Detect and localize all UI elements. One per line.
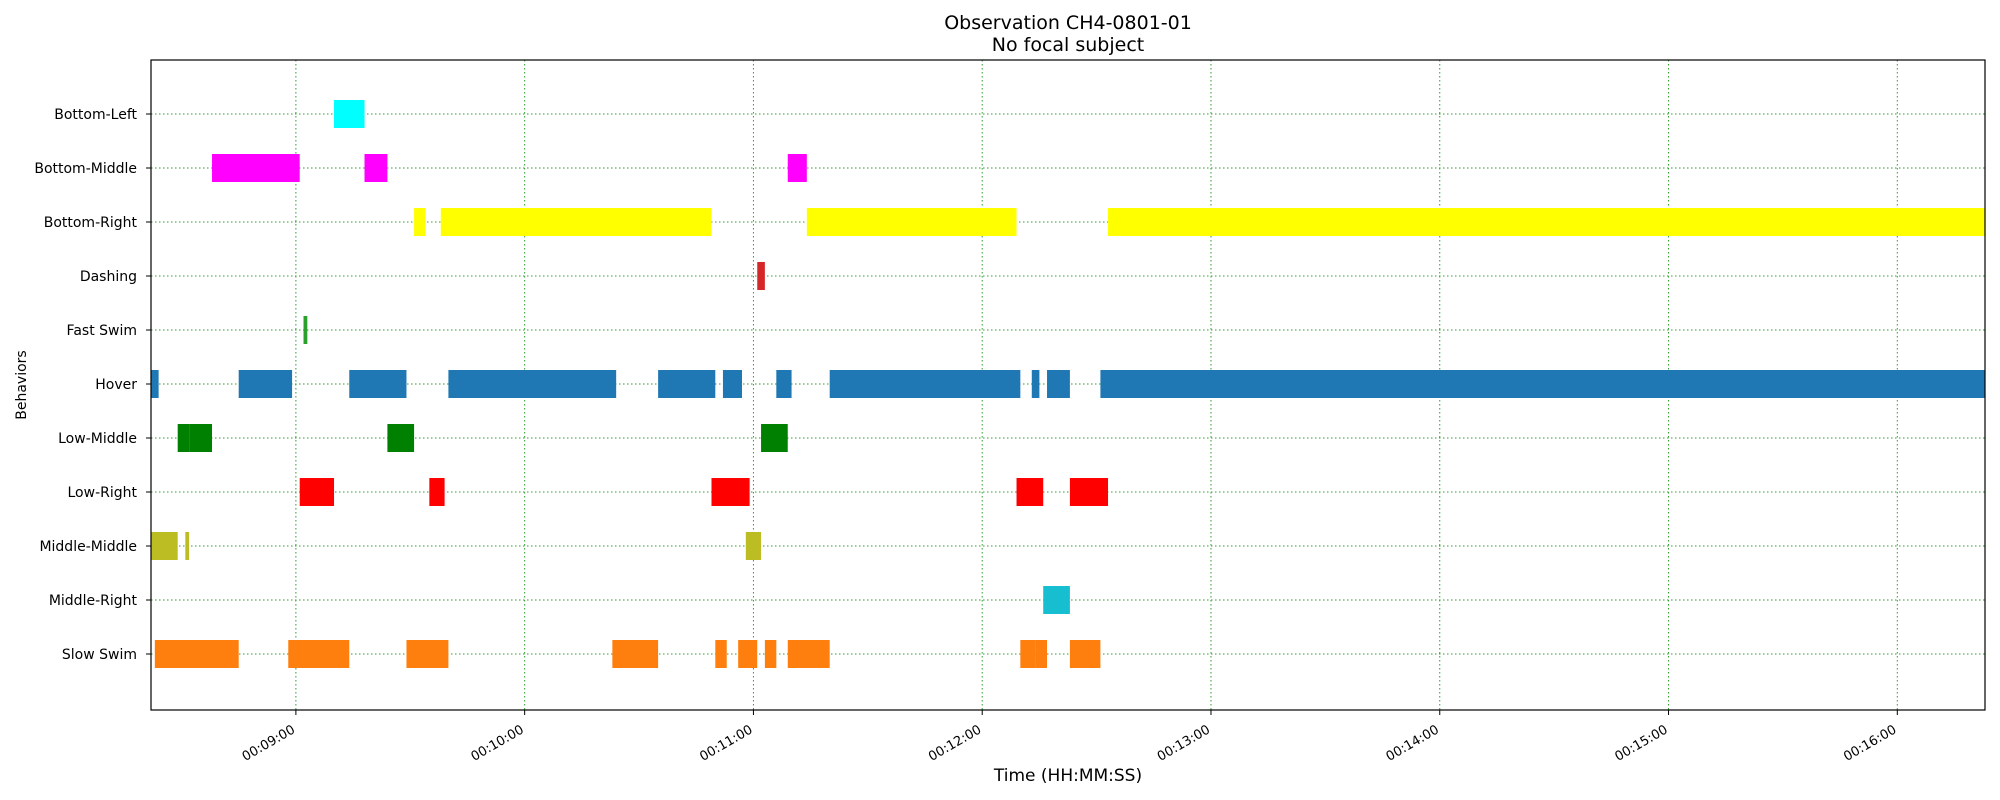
behavior-bar-slow-swim xyxy=(406,640,449,668)
y-tick-label: Bottom-Left xyxy=(54,107,137,123)
x-tick-label: 00:10:00 xyxy=(469,722,527,764)
behavior-bar-slow-swim xyxy=(303,640,350,668)
behavior-bar-slow-swim xyxy=(715,640,727,668)
behavior-bar-middle-middle xyxy=(185,532,190,560)
behavior-bar-hover xyxy=(151,370,159,398)
x-tick-label: 00:11:00 xyxy=(697,722,755,764)
x-tick-label: 00:09:00 xyxy=(240,722,298,764)
behavior-bar-bottom-left xyxy=(334,100,365,128)
x-tick-label: 00:13:00 xyxy=(1155,722,1213,764)
behavior-bar-slow-swim xyxy=(612,640,659,668)
y-tick-label: Low-Middle xyxy=(58,431,137,447)
chart-subtitle: No focal subject xyxy=(992,34,1144,56)
behavior-bar-hover xyxy=(448,370,617,398)
plot-area-frame xyxy=(150,59,1986,711)
behavior-bar-hover xyxy=(658,370,716,398)
behavior-bar-slow-swim xyxy=(288,640,304,668)
behavior-bar-low-middle xyxy=(761,424,788,452)
behavior-bar-low-middle xyxy=(387,424,415,452)
behavior-bar-bottom-right xyxy=(440,208,712,236)
behavior-bar-slow-swim xyxy=(1020,640,1036,668)
behavior-bar-hover xyxy=(829,370,1021,398)
y-tick-label: Fast Swim xyxy=(67,323,137,339)
behavior-bar-low-middle xyxy=(177,424,190,452)
behavior-bar-middle-middle xyxy=(745,532,762,560)
y-tick-label: Middle-Middle xyxy=(39,539,137,555)
y-tick-label: Dashing xyxy=(80,269,137,285)
y-tick-label: Bottom-Middle xyxy=(34,161,137,177)
behavior-bar-slow-swim xyxy=(1035,640,1048,668)
behavior-bar-slow-swim xyxy=(738,640,758,668)
behavior-bar-middle-middle xyxy=(151,532,178,560)
x-tick-labels: 00:09:00 00:10:00 00:11:00 00:12:00 00:13:00… xyxy=(240,710,1899,765)
x-axis-label: Time (HH:MM:SS) xyxy=(993,766,1142,786)
behavior-bar-dashing xyxy=(757,262,765,290)
x-tick-label: 00:12:00 xyxy=(926,722,984,764)
behavior-bar-hover xyxy=(1031,370,1040,398)
behavior-bar-bottom-middle xyxy=(364,154,388,182)
behavior-bar-low-right xyxy=(1016,478,1044,506)
behavior-bar-slow-swim xyxy=(1069,640,1101,668)
chart-title: Observation CH4-0801-01 xyxy=(944,12,1192,34)
behavior-bar-slow-swim xyxy=(764,640,777,668)
behavior-bars xyxy=(151,100,1985,668)
behavior-bar-hover xyxy=(1100,370,1985,398)
behavior-bar-hover xyxy=(349,370,407,398)
behavior-bar-low-right xyxy=(711,478,750,506)
behavior-bar-slow-swim xyxy=(787,640,830,668)
behavior-bar-bottom-middle xyxy=(212,154,300,182)
behavior-bar-middle-right xyxy=(1043,586,1070,614)
y-axis-label: Behaviors xyxy=(14,350,30,419)
behavior-bar-hover xyxy=(1047,370,1070,398)
y-tick-label: Middle-Right xyxy=(49,593,138,609)
behavior-bar-bottom-middle xyxy=(787,154,807,182)
behavior-bar-low-middle xyxy=(189,424,213,452)
x-tick-label: 00:14:00 xyxy=(1384,722,1442,764)
y-tick-labels: Bottom-Left Bottom-Middle Bottom-Right Dash… xyxy=(34,107,151,663)
y-tick-label: Slow Swim xyxy=(62,647,137,663)
y-tick-label: Hover xyxy=(95,377,137,393)
behavior-bar-bottom-right xyxy=(414,208,426,236)
behavior-bar-bottom-right xyxy=(1108,208,1985,236)
behavior-bar-low-right xyxy=(299,478,335,506)
behavior-bar-bottom-right xyxy=(806,208,1017,236)
y-tick-label: Low-Right xyxy=(68,485,138,501)
x-tick-label: 00:16:00 xyxy=(1841,722,1899,764)
y-tick-label: Bottom-Right xyxy=(44,215,138,231)
behavior-bar-fast-swim xyxy=(303,316,308,344)
behavior-bar-hover xyxy=(722,370,742,398)
behavior-bar-slow-swim xyxy=(154,640,239,668)
x-tick-label: 00:15:00 xyxy=(1612,722,1670,764)
behavior-bar-low-right xyxy=(429,478,445,506)
behavior-bar-hover xyxy=(776,370,792,398)
behavior-bar-hover xyxy=(238,370,293,398)
behavior-bar-low-right xyxy=(1069,478,1109,506)
